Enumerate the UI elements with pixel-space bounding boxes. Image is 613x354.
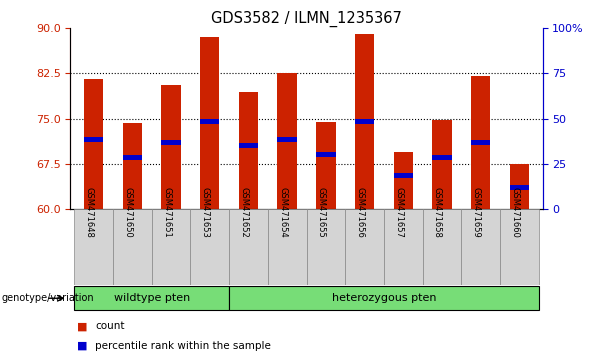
Bar: [191, 209, 229, 285]
Bar: [152, 209, 191, 285]
Text: GSM471651: GSM471651: [162, 187, 171, 238]
Bar: [123, 124, 142, 209]
Bar: [384, 209, 422, 285]
Bar: [278, 137, 297, 142]
Bar: [229, 286, 539, 310]
Bar: [471, 76, 490, 209]
Text: count: count: [95, 321, 124, 331]
Bar: [500, 209, 539, 285]
Bar: [200, 37, 219, 209]
Bar: [74, 209, 113, 285]
Bar: [239, 143, 258, 148]
Bar: [200, 119, 219, 124]
Bar: [84, 79, 104, 209]
Text: wildtype pten: wildtype pten: [113, 293, 190, 303]
Bar: [316, 121, 335, 209]
Bar: [229, 209, 268, 285]
Text: GSM471658: GSM471658: [433, 187, 442, 238]
Text: heterozygous pten: heterozygous pten: [332, 293, 436, 303]
Bar: [345, 209, 384, 285]
Text: GSM471650: GSM471650: [123, 187, 132, 238]
Bar: [239, 91, 258, 209]
Text: GSM471654: GSM471654: [278, 187, 287, 238]
Bar: [161, 140, 181, 145]
Bar: [422, 209, 461, 285]
Bar: [509, 185, 529, 190]
Text: ■: ■: [77, 341, 87, 350]
Text: GSM471659: GSM471659: [471, 187, 481, 238]
Text: GSM471657: GSM471657: [394, 187, 403, 238]
Bar: [74, 286, 229, 310]
Text: GDS3582 / ILMN_1235367: GDS3582 / ILMN_1235367: [211, 11, 402, 27]
Text: GSM471655: GSM471655: [317, 187, 326, 238]
Text: ■: ■: [77, 321, 87, 331]
Text: GSM471652: GSM471652: [240, 187, 248, 238]
Bar: [123, 155, 142, 160]
Text: GSM471660: GSM471660: [510, 187, 519, 238]
Bar: [278, 73, 297, 209]
Text: GSM471648: GSM471648: [85, 187, 94, 238]
Bar: [268, 209, 306, 285]
Bar: [316, 152, 335, 157]
Bar: [84, 137, 104, 142]
Bar: [432, 120, 452, 209]
Bar: [461, 209, 500, 285]
Bar: [471, 140, 490, 145]
Text: percentile rank within the sample: percentile rank within the sample: [95, 341, 271, 350]
Bar: [306, 209, 345, 285]
Bar: [161, 85, 181, 209]
Text: GSM471653: GSM471653: [201, 187, 210, 238]
Bar: [355, 119, 374, 124]
Bar: [394, 152, 413, 209]
Bar: [509, 164, 529, 209]
Bar: [355, 34, 374, 209]
Text: GSM471656: GSM471656: [356, 187, 365, 238]
Bar: [113, 209, 152, 285]
Bar: [432, 155, 452, 160]
Bar: [394, 173, 413, 178]
Text: genotype/variation: genotype/variation: [1, 293, 94, 303]
